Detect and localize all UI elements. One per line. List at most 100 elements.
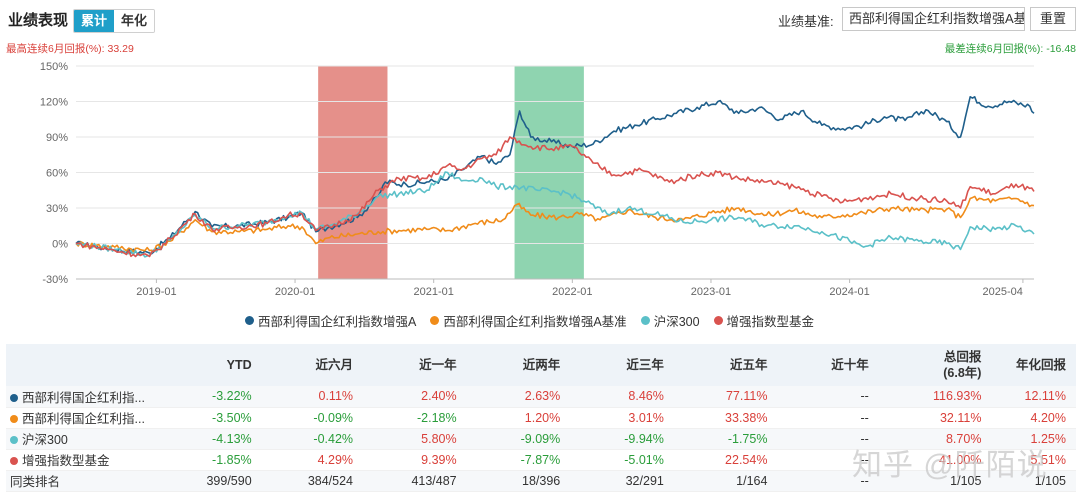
table-cell: 2.63% bbox=[466, 386, 571, 408]
benchmark-label: 业绩基准: bbox=[778, 14, 834, 29]
table-cell: 1.20% bbox=[466, 407, 571, 429]
row-name: 增强指数型基金 bbox=[22, 454, 110, 468]
column-header[interactable]: 近五年 bbox=[673, 344, 778, 386]
table-cell: -- bbox=[777, 449, 879, 471]
row-name-cell: 增强指数型基金 bbox=[6, 449, 183, 471]
row-name-cell: 同类排名 bbox=[6, 470, 183, 492]
column-header[interactable]: 近十年 bbox=[777, 344, 879, 386]
column-header-label: 近五年 bbox=[729, 358, 768, 372]
table-cell: 5.80% bbox=[363, 428, 467, 450]
table-cell: 384/524 bbox=[261, 470, 364, 492]
column-header[interactable]: 总回报 (6.8年) bbox=[878, 344, 992, 386]
table-row: 西部利得国企红利指... -3.22% 0.11% 2.40% 2.63% 8.46% 77… bbox=[6, 386, 1076, 408]
row-name-cell: 西部利得国企红利指... bbox=[6, 407, 183, 429]
table-header: YTD 近六月 近一年 近两年 近三年 近五年 近十年 总回报 (6.8年) 年化回报 bbox=[6, 344, 1076, 386]
table-cell: 413/487 bbox=[363, 470, 467, 492]
legend-label: 沪深300 bbox=[653, 315, 700, 329]
legend-dot-icon bbox=[640, 316, 650, 325]
legend-dot-icon bbox=[245, 316, 254, 325]
y-tick-label: 0% bbox=[52, 239, 68, 251]
legend-label: 西部利得国企红利指数增强A基准 bbox=[443, 315, 627, 329]
column-header[interactable]: 近两年 bbox=[466, 344, 571, 386]
table-cell: 1/105 bbox=[878, 470, 992, 492]
y-tick-label: 150% bbox=[40, 61, 68, 73]
series-line bbox=[75, 195, 1035, 253]
table-cell: -0.42% bbox=[261, 428, 364, 450]
column-header[interactable]: 近六月 bbox=[261, 344, 364, 386]
tab-cumulative[interactable]: 累计 bbox=[74, 10, 115, 32]
column-header-label: 近十年 bbox=[831, 358, 869, 372]
y-tick-label: 120% bbox=[40, 97, 68, 109]
table-cell: 5.51% bbox=[991, 449, 1076, 471]
table-cell: -3.22% bbox=[182, 386, 262, 408]
legend-label: 增强指数型基金 bbox=[726, 315, 815, 329]
table-cell: -9.94% bbox=[570, 428, 674, 450]
table-cell: 399/590 bbox=[182, 470, 262, 492]
reset-button[interactable]: 重置 bbox=[1030, 7, 1076, 31]
section-title: 业绩表现 bbox=[8, 12, 69, 29]
column-header-sub: (6.8年) bbox=[943, 366, 982, 380]
column-header-label: 近一年 bbox=[419, 358, 457, 372]
row-name: 沪深300 bbox=[22, 433, 68, 447]
y-tick-label: -30% bbox=[42, 274, 68, 286]
table-cell: 4.20% bbox=[991, 407, 1076, 429]
column-header[interactable]: 近一年 bbox=[363, 344, 467, 386]
row-name: 西部利得国企红利指... bbox=[22, 390, 145, 405]
table-cell: 2.40% bbox=[363, 386, 467, 408]
table-cell: 3.01% bbox=[570, 407, 674, 429]
table-cell: 4.29% bbox=[261, 449, 364, 471]
series-line bbox=[75, 136, 1035, 258]
row-name: 西部利得国企红利指... bbox=[22, 412, 145, 426]
table-cell: -3.50% bbox=[182, 407, 262, 429]
table-cell: 33.38% bbox=[673, 407, 778, 429]
table-cell: 1/164 bbox=[673, 470, 778, 492]
table-cell: 1/105 bbox=[991, 470, 1076, 492]
table-cell: -- bbox=[777, 428, 879, 450]
series-dot-icon bbox=[10, 436, 18, 444]
performance-table: YTD 近六月 近一年 近两年 近三年 近五年 近十年 总回报 (6.8年) 年化回报 西部利得国… bbox=[6, 344, 1076, 492]
table-cell: -5.01% bbox=[570, 449, 674, 471]
legend-item[interactable]: 沪深300 bbox=[640, 311, 700, 330]
column-header-label: 近六月 bbox=[315, 358, 354, 372]
x-tick-label: 2025-04 bbox=[983, 286, 1023, 298]
series-dot-icon bbox=[10, 457, 18, 465]
legend-dot-icon bbox=[430, 316, 440, 325]
table-cell: -1.75% bbox=[673, 428, 778, 450]
series-dot-icon bbox=[10, 415, 18, 423]
column-header-label: 年化回报 bbox=[1015, 358, 1066, 372]
column-header[interactable]: YTD bbox=[182, 344, 262, 386]
x-tick-label: 2020-01 bbox=[275, 286, 315, 298]
legend-dot-icon bbox=[713, 316, 723, 325]
x-tick-label: 2019-01 bbox=[136, 286, 176, 298]
table-cell: -- bbox=[777, 386, 879, 408]
view-toggle: 累计 年化 bbox=[73, 9, 156, 33]
table-cell: -9.09% bbox=[466, 428, 571, 450]
table-cell: 8.70% bbox=[878, 428, 992, 450]
tab-annualized[interactable]: 年化 bbox=[114, 10, 155, 32]
table-row: 同类排名 399/590 384/524 413/487 18/396 32/291 1/1… bbox=[6, 470, 1076, 492]
perf-header: 业绩表现 累计 年化 业绩基准: 西部利得国企红利指数增强A基 重置 bbox=[0, 0, 1080, 38]
x-tick-label: 2022-01 bbox=[552, 286, 592, 298]
legend-item[interactable]: 西部利得国企红利指数增强A基准 bbox=[430, 311, 627, 330]
legend-item[interactable]: 西部利得国企红利指数增强A bbox=[245, 311, 416, 330]
row-name-cell: 西部利得国企红利指... bbox=[6, 386, 183, 408]
row-name-cell: 沪深300 bbox=[6, 428, 183, 450]
table-cell: 9.39% bbox=[363, 449, 467, 471]
performance-chart[interactable]: 150% 120% 90% 60% 30% 0% -30% 2019-01 2020-01 202… bbox=[0, 56, 1080, 306]
table-cell: -1.85% bbox=[182, 449, 262, 471]
x-tick-label: 2023-01 bbox=[691, 286, 731, 298]
x-tick-label: 2021-01 bbox=[414, 286, 454, 298]
table-cell: 77.11% bbox=[673, 386, 778, 408]
column-header[interactable]: 年化回报 bbox=[991, 344, 1076, 386]
table-cell: 0.11% bbox=[261, 386, 364, 408]
table-cell: 41.00% bbox=[878, 449, 992, 471]
legend-item[interactable]: 增强指数型基金 bbox=[713, 311, 815, 330]
chart-legend: 西部利得国企红利指数增强A 西部利得国企红利指数增强A基准 沪深300 增强指数型基金 bbox=[245, 311, 814, 330]
table-cell: -0.09% bbox=[261, 407, 364, 429]
table-row: 西部利得国企红利指... -3.50% -0.09% -2.18% 1.20% 3.01%… bbox=[6, 407, 1076, 429]
column-header-label: 近三年 bbox=[626, 358, 664, 372]
column-header[interactable]: 近三年 bbox=[570, 344, 674, 386]
y-tick-label: 60% bbox=[46, 168, 68, 180]
benchmark-select[interactable]: 西部利得国企红利指数增强A基 bbox=[842, 7, 1025, 31]
column-header[interactable] bbox=[6, 344, 183, 386]
